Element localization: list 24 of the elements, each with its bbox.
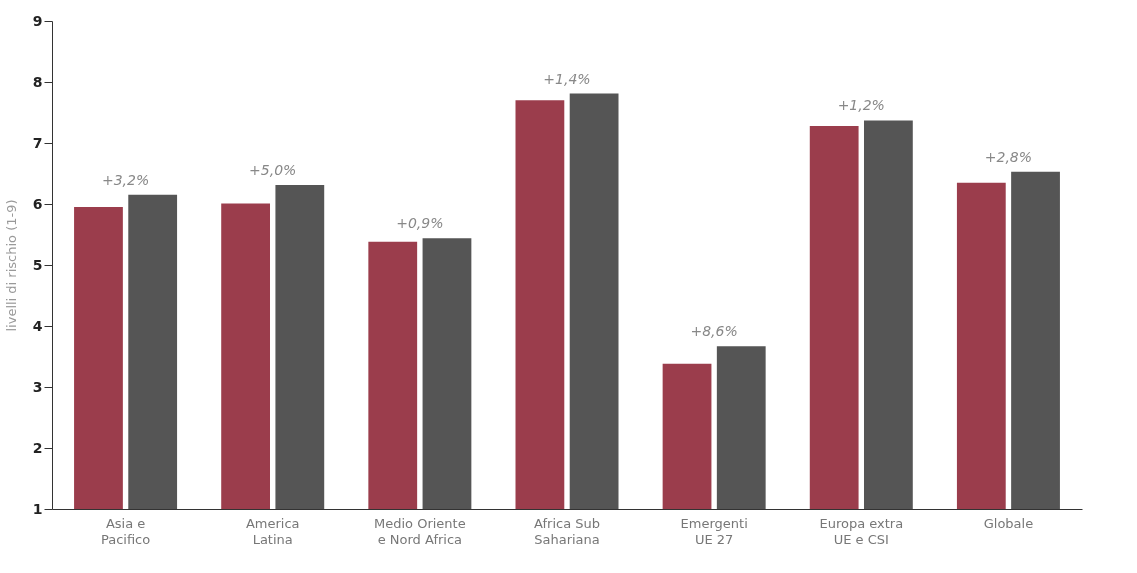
x-tick-label: Emergenti UE 27	[680, 515, 748, 547]
annotation: +2,8%	[984, 148, 1033, 165]
annotation: +8,6%	[690, 323, 738, 340]
x-tick-label: Medio Oriente e Nord Africa	[374, 515, 466, 547]
y-axis-title: livelli di rischio (1-9)	[3, 199, 19, 332]
annotation: +3,2%	[101, 171, 150, 188]
x-tick-label: Globale	[983, 515, 1034, 531]
annotation: +0,9%	[396, 215, 444, 232]
x-tick-label: Asia e Pacifico	[100, 515, 151, 547]
y-tick-label: 2	[32, 439, 43, 456]
x-tick-label: Europa extra UE e CSI	[819, 515, 904, 547]
y-tick-label: 6	[32, 195, 43, 212]
x-tick-label: America Latina	[245, 515, 300, 547]
y-tick-label: 8	[32, 73, 43, 90]
annotation: +5,0%	[249, 162, 297, 179]
y-tick-label: 9	[32, 12, 43, 29]
y-tick-label: 7	[32, 134, 43, 151]
x-tick-label: Africa Sub Sahariana	[534, 515, 600, 547]
annotation: +1,2%	[837, 97, 885, 114]
annotation: +1,4%	[543, 70, 591, 87]
y-tick-label: 3	[32, 378, 43, 395]
y-tick-label: 4	[32, 317, 43, 334]
y-tick-label: 5	[32, 256, 43, 273]
y-tick-label: 1	[32, 500, 43, 517]
